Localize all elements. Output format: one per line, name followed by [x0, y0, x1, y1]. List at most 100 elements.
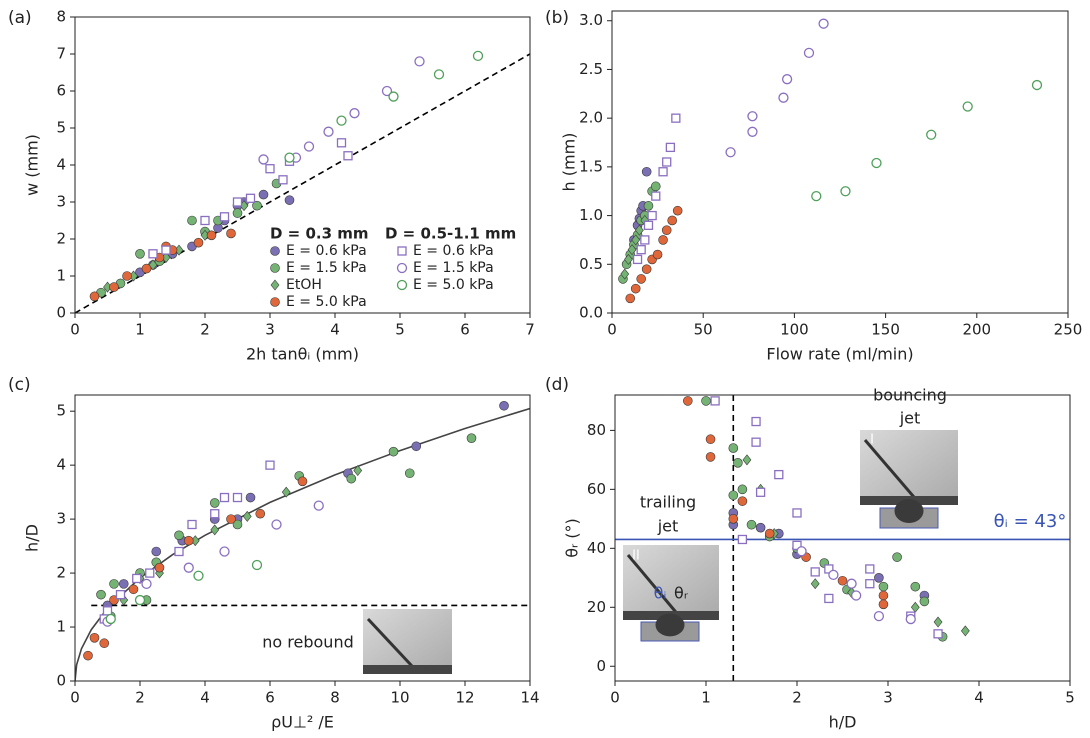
data-point: [755, 487, 766, 497]
data-point: [232, 492, 243, 503]
data-point: [643, 201, 654, 211]
inset-surface: [363, 665, 452, 674]
x-tick-label: 8: [330, 689, 340, 707]
data-point: [187, 519, 197, 530]
data-point: [873, 610, 885, 622]
legend-title: D = 0.5-1.1 mm: [385, 225, 516, 243]
data-point: [647, 210, 657, 221]
data-point: [251, 559, 263, 571]
data-point: [962, 101, 973, 112]
data-point: [154, 562, 165, 573]
data-point: [174, 530, 184, 541]
data-point: [737, 534, 748, 545]
data-point: [433, 69, 445, 80]
data-point: [705, 452, 716, 462]
data-point: [846, 578, 857, 589]
data-point: [624, 253, 633, 265]
data-point: [232, 197, 243, 207]
data-point: [840, 186, 851, 197]
y-tick-label: 20: [587, 598, 606, 616]
data-point: [466, 433, 477, 443]
y-tick-label: 5: [56, 402, 66, 420]
data-point: [658, 235, 668, 245]
data-point: [118, 579, 129, 589]
data-point: [792, 508, 802, 518]
data-point: [960, 625, 970, 637]
data-point: [472, 50, 484, 61]
x-tick-label: 6: [265, 689, 275, 707]
data-point: [733, 458, 743, 468]
data-point: [297, 476, 308, 487]
axes-frame: [74, 394, 531, 682]
legend-label: E = 5.0 kPa: [413, 277, 494, 293]
legend-label: E = 0.6 kPa: [413, 243, 494, 259]
y-tick-label: 1.5: [579, 157, 603, 175]
data-point: [824, 593, 834, 604]
data-point: [892, 552, 902, 562]
plot-area: [618, 18, 1043, 304]
data-point: [161, 245, 171, 255]
y-tick-label: 60: [587, 480, 606, 498]
data-point: [764, 528, 775, 539]
data-point: [89, 291, 100, 302]
x-tick-label: 0: [610, 689, 620, 707]
data-point: [747, 111, 758, 122]
data-point: [193, 237, 204, 248]
data-point: [818, 18, 829, 29]
annotation: θᵢ: [654, 584, 667, 603]
x-tick-label: 100: [780, 321, 809, 339]
data-point: [665, 142, 676, 153]
data-point: [271, 519, 282, 530]
data-point: [671, 113, 681, 123]
data-point: [219, 546, 230, 557]
legend-marker: [396, 279, 408, 291]
data-point: [135, 249, 145, 259]
reference-line: [75, 53, 530, 313]
data-point: [725, 147, 736, 158]
data-point: [343, 151, 353, 161]
data-point: [878, 599, 889, 610]
data-point: [388, 91, 399, 102]
data-point: [252, 200, 262, 211]
x-tick-label: 250: [1054, 321, 1083, 339]
data-point: [661, 225, 672, 235]
data-point: [636, 274, 646, 284]
data-point: [878, 581, 889, 592]
x-tick-label: 4: [974, 689, 984, 707]
data-point: [313, 500, 324, 511]
legend-label: E = 1.5 kPa: [286, 260, 367, 276]
data-point: [701, 396, 711, 406]
data-point: [255, 508, 266, 519]
data-point: [102, 606, 113, 616]
y-tick-label: 3: [56, 510, 66, 528]
data-point: [837, 575, 848, 586]
y-tick-label: 2: [56, 230, 66, 248]
x-tick-label: 5: [395, 321, 405, 339]
data-point: [631, 234, 641, 246]
data-point: [284, 195, 295, 205]
y-tick-label: 4: [56, 156, 66, 174]
y-tick-label: 0: [56, 672, 66, 690]
x-axis-label: 2h tanθᵢ (mm): [246, 345, 359, 364]
y-tick-label: 2.0: [579, 109, 603, 127]
data-point: [258, 189, 269, 200]
data-point: [625, 293, 636, 304]
data-point: [630, 283, 641, 294]
data-point: [232, 208, 243, 218]
data-point: [634, 224, 644, 236]
inset-needle: [366, 617, 414, 668]
data-point: [796, 546, 807, 557]
data-point: [658, 167, 668, 177]
data-point: [919, 596, 930, 607]
data-point: [632, 254, 643, 265]
inset-photo: [860, 430, 958, 505]
y-tick-label: 0.0: [579, 304, 603, 322]
data-point: [910, 601, 920, 613]
x-tick-label: 2: [135, 689, 145, 707]
x-tick-label: 0: [607, 321, 617, 339]
data-point: [96, 589, 106, 600]
data-point: [210, 524, 220, 536]
data-point: [651, 191, 661, 201]
legend-marker: [397, 246, 407, 256]
